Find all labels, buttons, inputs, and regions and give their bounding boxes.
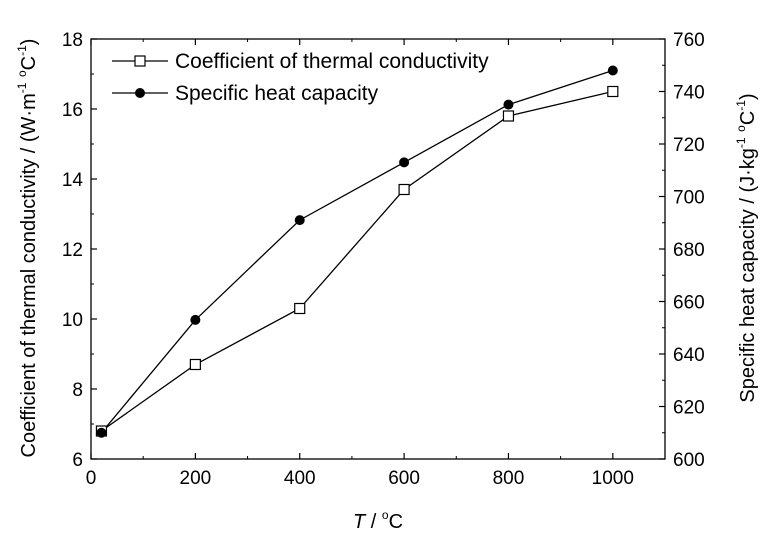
y-left-tick-label: 8 xyxy=(72,380,83,401)
x-tick-label: 600 xyxy=(388,468,420,489)
y-right-tick-label: 680 xyxy=(673,240,705,261)
legend-label-2: Specific heat capacity xyxy=(175,82,379,105)
y-right-tick-label: 640 xyxy=(673,345,705,366)
legend-marker-2 xyxy=(135,88,145,98)
data-point-square xyxy=(398,183,410,196)
legend-marker-1 xyxy=(134,55,146,67)
ticks: 0 200 400 600 800 1000 6 8 10 12 14 16 18 600 620 640 66… xyxy=(62,30,705,489)
data-point-circle xyxy=(190,314,201,325)
y-right-tick-label: 600 xyxy=(673,450,705,471)
legend: Coefficient of thermal conductivity Spec… xyxy=(112,50,489,105)
data-point-square xyxy=(294,302,306,315)
x-tick-label: 800 xyxy=(493,468,525,489)
y-right-tick-label: 760 xyxy=(673,30,705,51)
series-line-1 xyxy=(101,90,613,432)
data-point-circle xyxy=(294,215,305,226)
y-right-tick-label: 700 xyxy=(673,188,705,209)
data-point-circle xyxy=(96,427,107,438)
y-left-tick-label: 16 xyxy=(62,100,83,121)
series-lines xyxy=(100,69,614,434)
data-point-circle xyxy=(399,157,410,168)
y-right-tick-label: 620 xyxy=(673,398,705,419)
series-line-2 xyxy=(100,69,614,434)
data-point-square xyxy=(607,85,619,98)
x-tick-label: 0 xyxy=(86,468,97,489)
y-right-tick-label: 720 xyxy=(673,135,705,156)
y-right-tick-label: 660 xyxy=(673,293,705,314)
x-axis-title: T / oC xyxy=(353,508,403,533)
y-left-tick-label: 6 xyxy=(72,450,83,471)
series-markers xyxy=(95,65,619,438)
data-point-square xyxy=(189,358,201,371)
y-left-tick-label: 14 xyxy=(62,170,84,191)
y-left-tick-label: 12 xyxy=(62,240,83,261)
y-left-tick-label: 10 xyxy=(62,310,83,331)
data-point-square xyxy=(502,110,515,122)
x-tick-label: 200 xyxy=(180,468,212,489)
y-axis-left-title: Coefficient of thermal conductivity / (W… xyxy=(15,39,40,458)
y-axis-right-title: Specific heat capacity / (J·kg-1 oC-1) xyxy=(734,93,759,402)
data-point-circle xyxy=(607,65,618,76)
y-left-tick-label: 18 xyxy=(62,30,83,51)
legend-label-1: Coefficient of thermal conductivity xyxy=(175,50,489,73)
x-tick-label: 400 xyxy=(284,468,316,489)
y-right-tick-label: 740 xyxy=(673,83,705,104)
x-tick-label: 1000 xyxy=(592,468,634,489)
data-point-circle xyxy=(503,99,514,110)
